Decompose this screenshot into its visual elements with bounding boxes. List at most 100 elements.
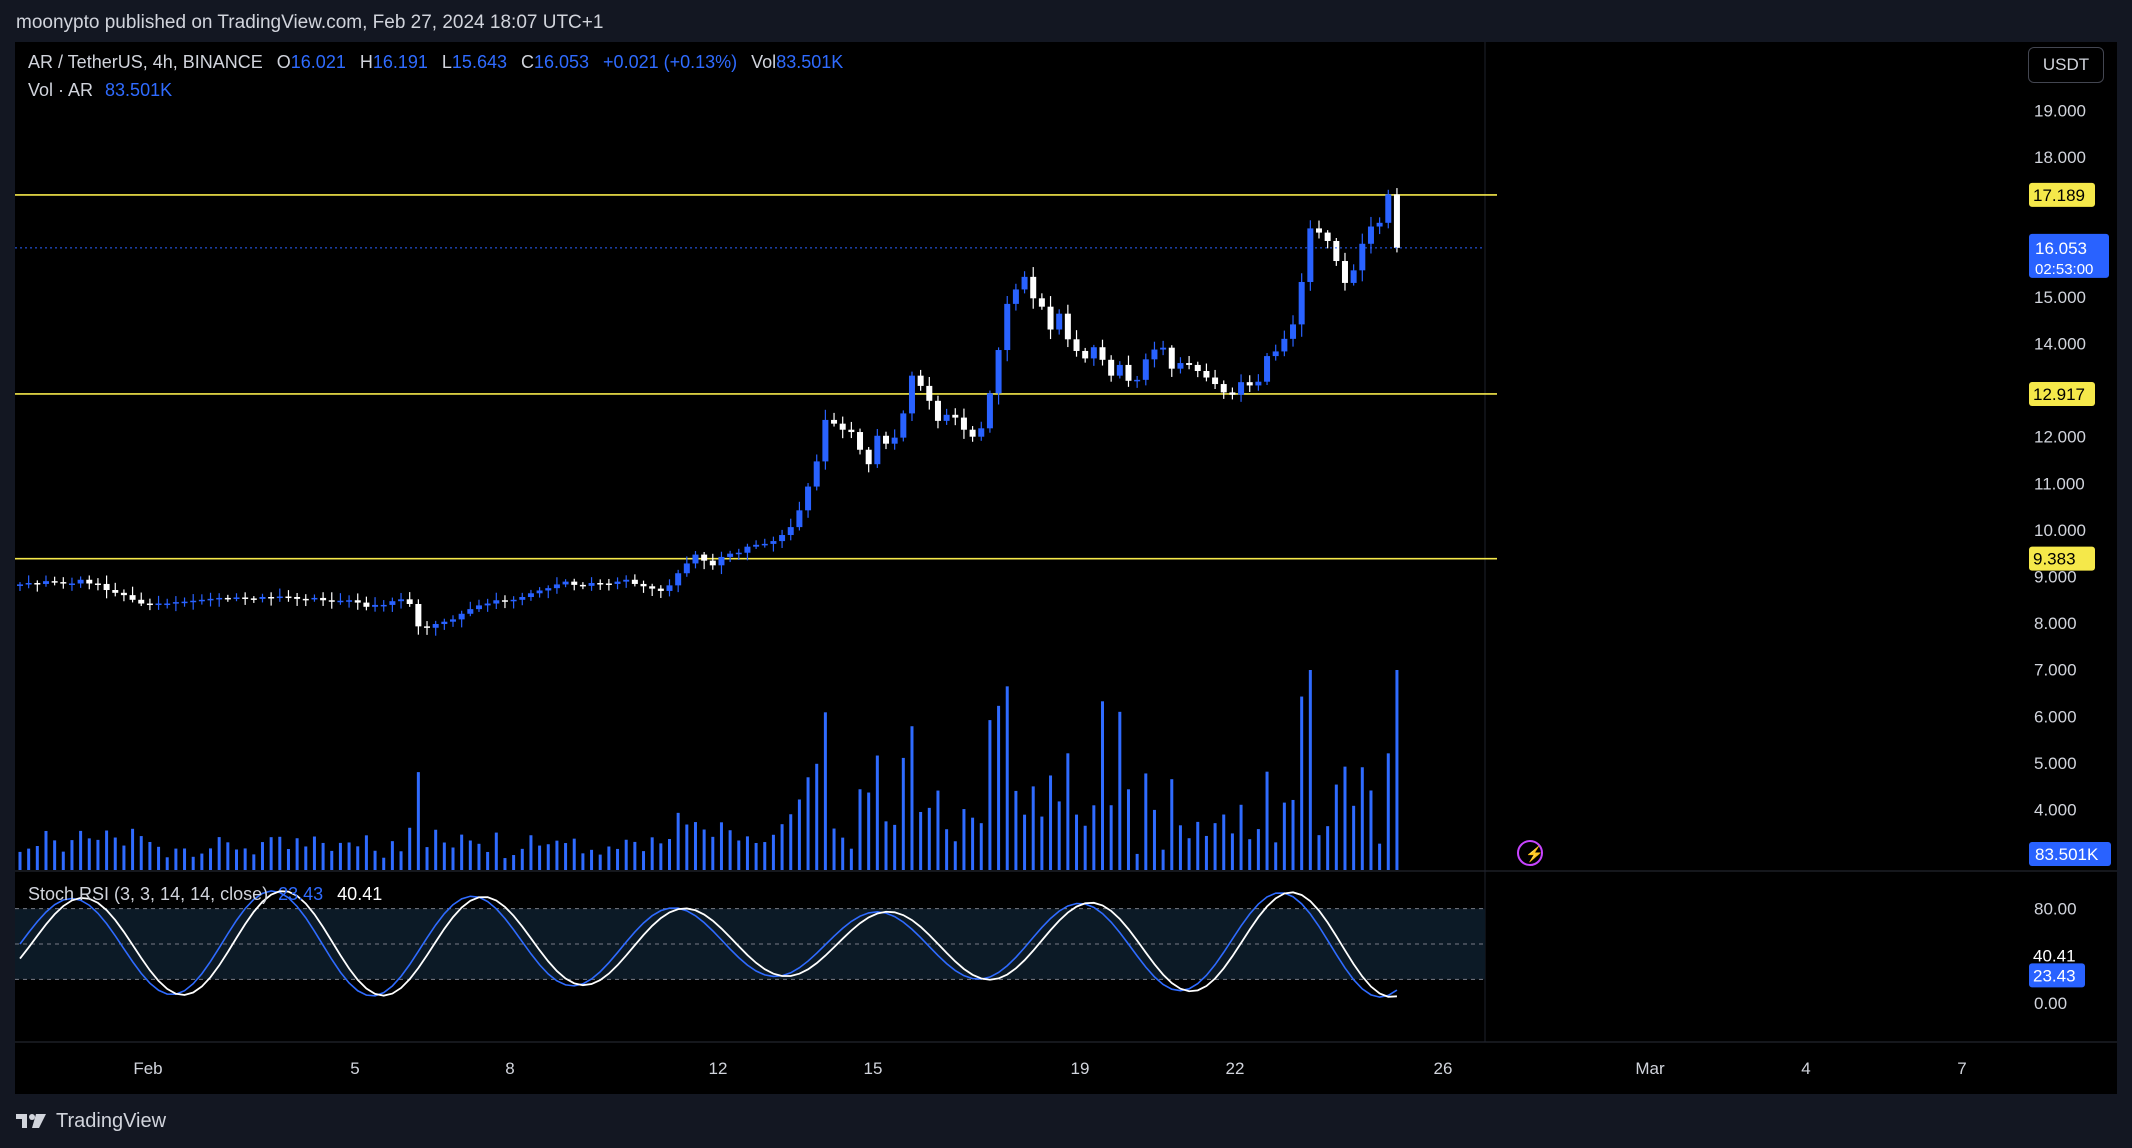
volume-bar <box>659 843 663 870</box>
time-tick-label: 4 <box>1801 1059 1810 1078</box>
volume-bar <box>849 848 853 870</box>
volume-bar <box>867 792 871 870</box>
volume-bar <box>390 841 394 870</box>
volume-bar <box>1395 670 1399 870</box>
change-value: +0.021 (+0.13%) <box>603 52 738 72</box>
volume-bar <box>538 845 542 870</box>
volume-bar <box>719 822 723 870</box>
candle-body <box>103 583 110 591</box>
volume-bar <box>1204 835 1208 870</box>
candle-body <box>1142 359 1149 380</box>
candle-body <box>553 584 560 589</box>
volume-bar <box>1187 838 1191 870</box>
volume-bar <box>460 834 464 870</box>
volume-bar <box>1274 842 1278 870</box>
volume-bar <box>685 824 689 870</box>
candle-body <box>839 423 846 430</box>
volume-bar <box>364 835 368 870</box>
volume-series-label[interactable]: Vol · AR <box>28 80 94 100</box>
volume-bar <box>858 789 862 870</box>
candle-body <box>1324 232 1331 241</box>
volume-bar <box>1152 809 1156 870</box>
volume-bar <box>1343 766 1347 870</box>
candle-body <box>1281 338 1288 352</box>
candle-body <box>346 600 353 602</box>
candle-body <box>986 393 993 429</box>
symbol-title[interactable]: AR / TetherUS, 4h, BINANCE <box>28 52 263 72</box>
candle-body <box>536 590 543 594</box>
volume-axis-label: 83.501K <box>2035 845 2099 864</box>
stoch-rsi-label[interactable]: Stoch RSI (3, 3, 14, 14, close) <box>28 884 269 904</box>
candle-body <box>242 597 249 599</box>
volume-bar <box>919 811 923 870</box>
volume-bar <box>555 840 559 870</box>
volume-bar <box>650 837 654 870</box>
price-tick-label: 8.000 <box>2034 614 2077 633</box>
volume-bar <box>1239 804 1243 870</box>
candle-body <box>60 582 67 584</box>
volume-bar <box>408 827 412 870</box>
currency-button[interactable]: USDT <box>2028 47 2104 83</box>
volume-series-value: 83.501K <box>105 80 173 100</box>
candle-body <box>960 417 967 430</box>
volume-bar <box>936 790 940 870</box>
candle-body <box>1168 347 1175 369</box>
candle-body <box>1238 382 1245 395</box>
volume-bar <box>183 848 187 870</box>
candle-body <box>501 600 508 602</box>
volume-bar <box>806 777 810 870</box>
candle-body <box>164 603 171 606</box>
candle-body <box>718 556 725 566</box>
candle-body <box>1290 324 1297 339</box>
low-value: 15.643 <box>451 52 507 72</box>
volume-bar <box>1265 771 1269 870</box>
volume-bar <box>884 821 888 870</box>
candle-body <box>146 603 153 606</box>
candle-body <box>848 429 855 433</box>
candle-body <box>458 613 465 620</box>
volume-bar <box>425 847 429 870</box>
candle-body <box>1177 363 1184 369</box>
candle-body <box>493 600 500 604</box>
volume-bar <box>1161 849 1165 870</box>
volume-bar <box>330 850 334 870</box>
chart-area[interactable]: 19.00018.00016.00015.00014.00012.00011.0… <box>15 42 2117 1094</box>
candle-body <box>978 428 985 437</box>
price-tick-label: 18.000 <box>2034 148 2086 167</box>
volume-bar <box>953 841 957 870</box>
candle-body <box>285 596 292 599</box>
candle-body <box>701 554 708 561</box>
candle-body <box>822 419 829 462</box>
volume-bar <box>494 832 498 870</box>
candle-body <box>779 535 786 542</box>
volume-bar <box>520 848 524 870</box>
candle-body <box>17 584 23 586</box>
volume-bar <box>1178 825 1182 870</box>
volume-bar <box>434 829 438 870</box>
candle-body <box>337 600 344 603</box>
candle-body <box>631 579 638 584</box>
candle-body <box>68 583 75 585</box>
volume-bar <box>1317 835 1321 870</box>
time-tick-label: 26 <box>1434 1059 1453 1078</box>
volume-bar <box>780 824 784 870</box>
candle-body <box>233 597 240 599</box>
candle-body <box>874 435 881 465</box>
chart-canvas[interactable]: 19.00018.00016.00015.00014.00012.00011.0… <box>15 42 2117 1094</box>
level-label-bg <box>2029 381 2095 406</box>
price-tick-label: 9.000 <box>2034 568 2077 587</box>
price-tick-label: 19.000 <box>2034 102 2086 121</box>
volume-bar <box>893 824 897 870</box>
volume-bar <box>1300 696 1304 870</box>
candle-body <box>1333 240 1340 262</box>
footer-brand: TradingView <box>0 1094 2132 1148</box>
candle-body <box>675 573 682 586</box>
volume-bar <box>226 842 230 870</box>
volume-bar <box>70 840 74 870</box>
volume-bar <box>1170 779 1174 870</box>
lightning-icon <box>1517 840 1543 866</box>
volume-bar <box>122 845 126 870</box>
volume-bar <box>1109 805 1113 870</box>
volume-bar <box>997 705 1001 870</box>
volume-bar <box>165 857 169 870</box>
